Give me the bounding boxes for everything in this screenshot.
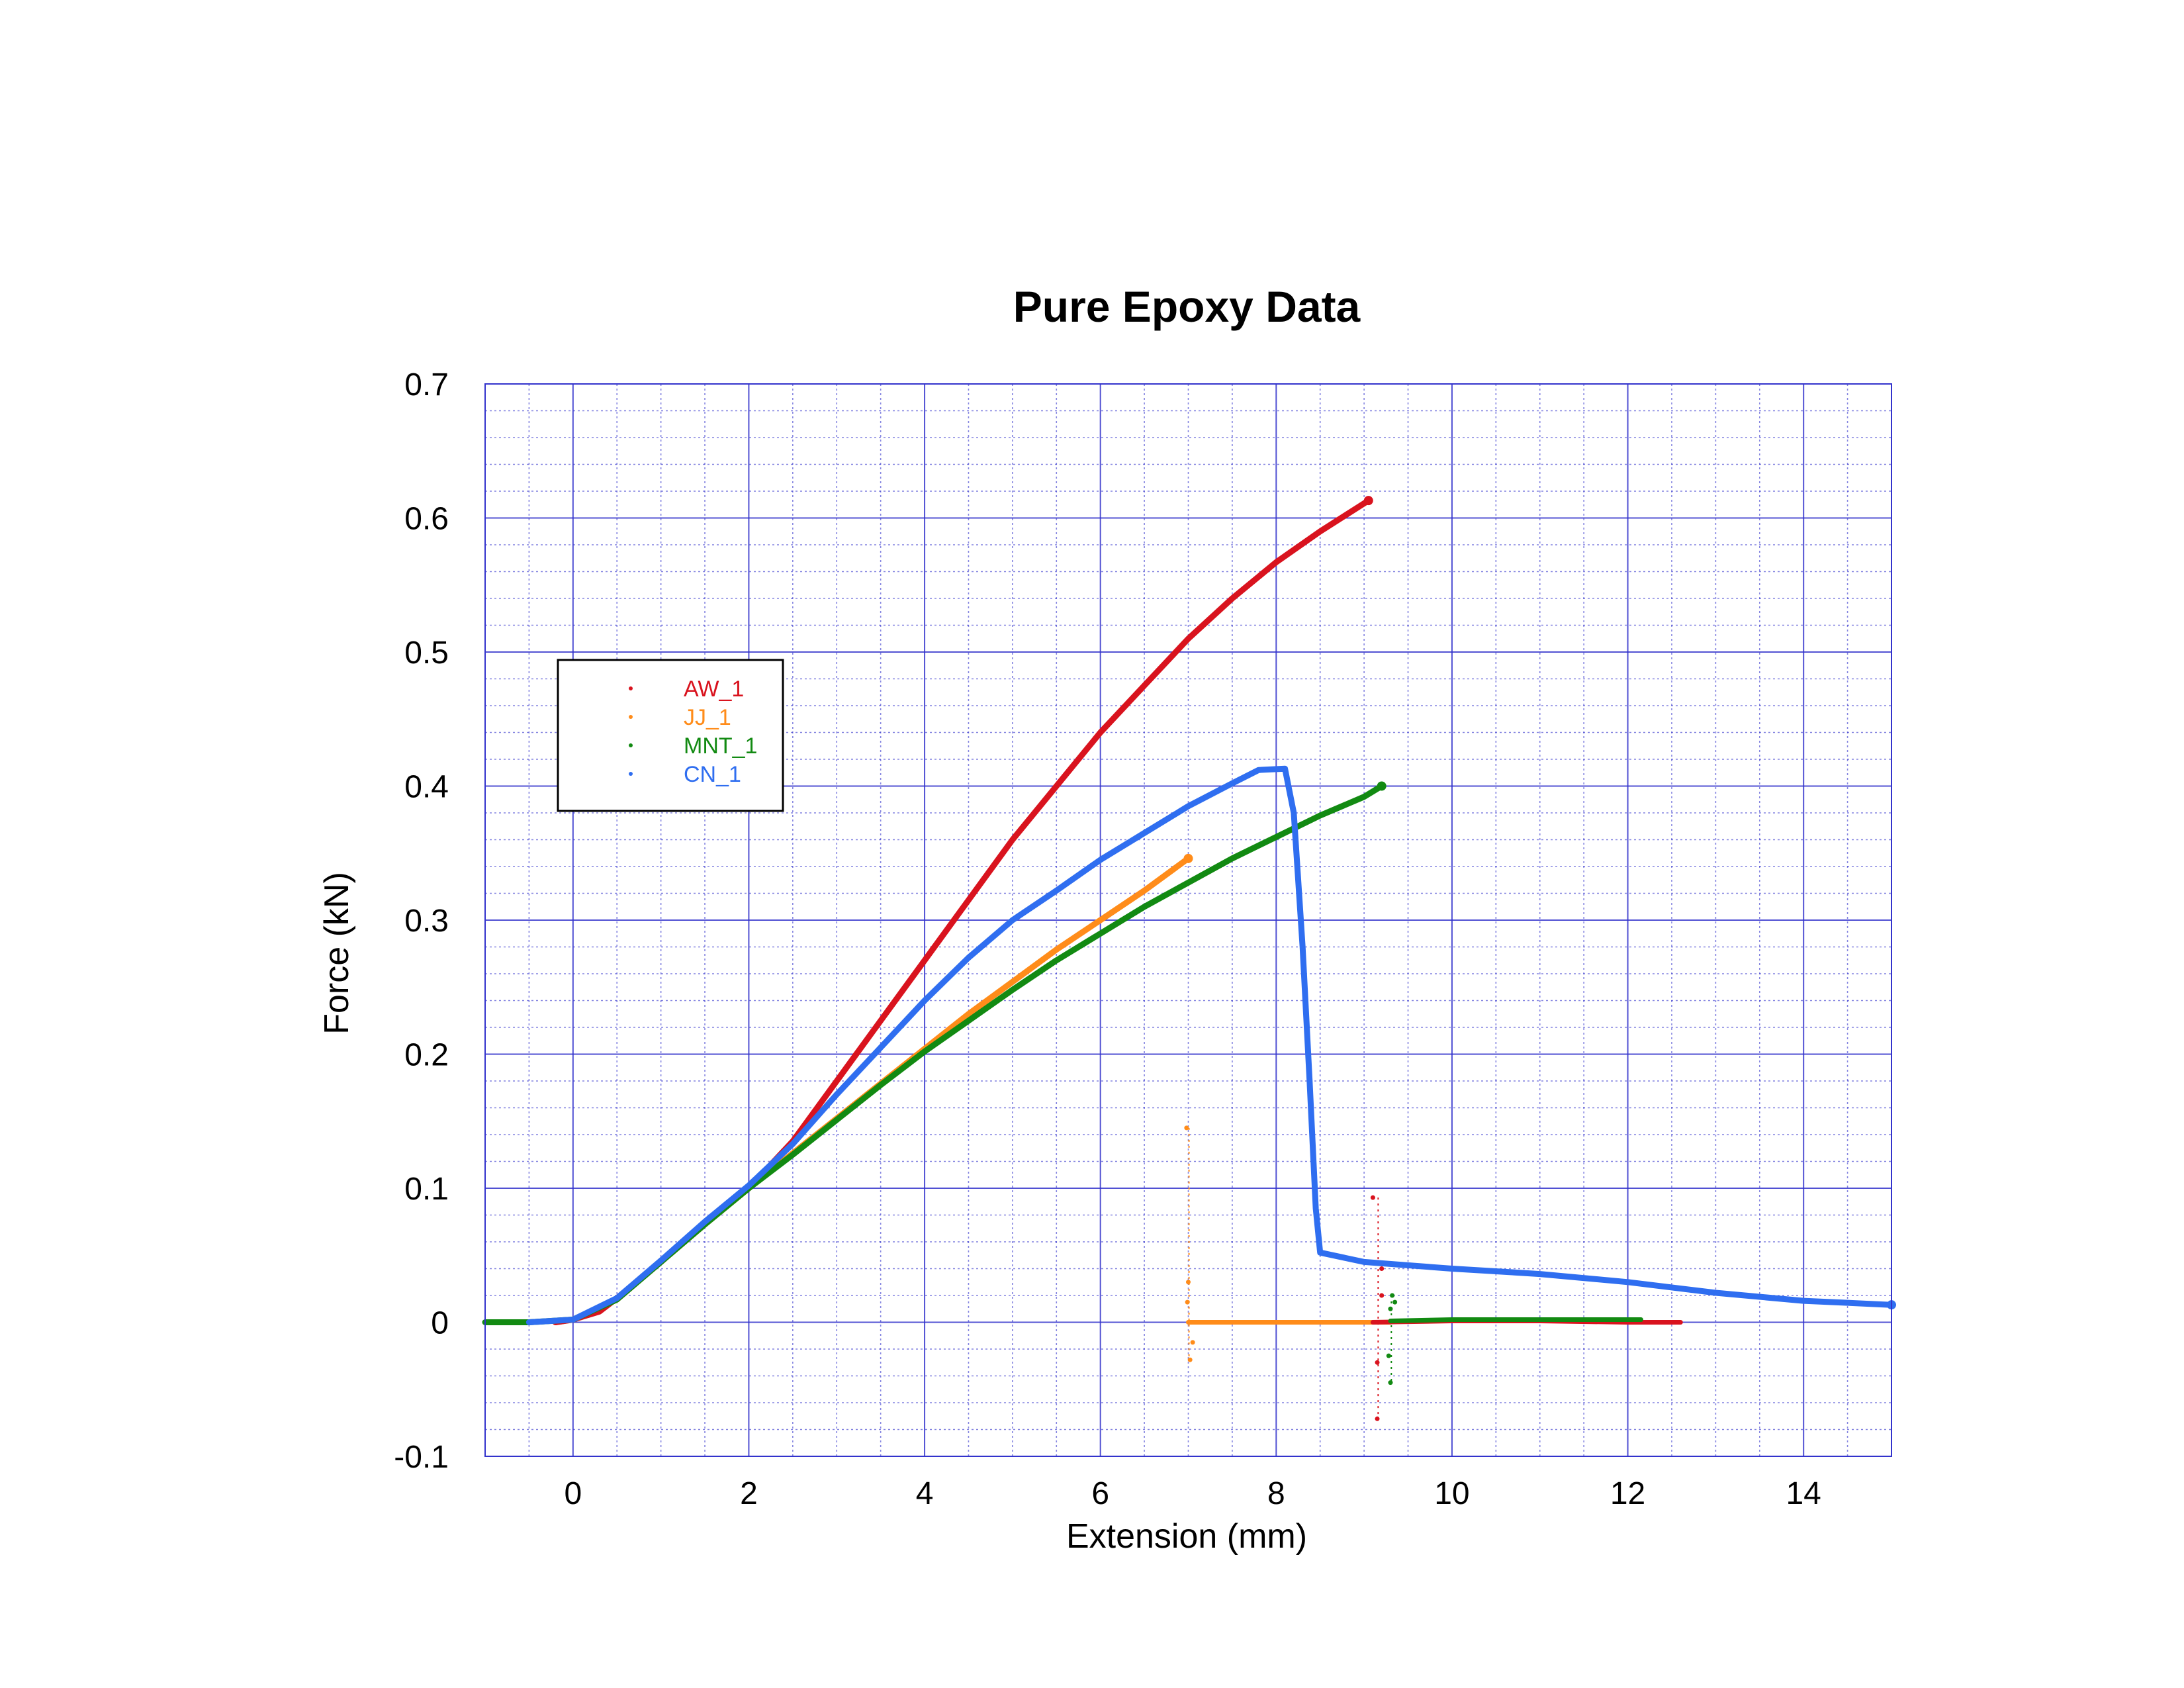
- x-tick-label: 0: [564, 1476, 582, 1511]
- plot-series: [482, 496, 1896, 1421]
- y-tick-label: 0.3: [404, 904, 449, 939]
- y-tick-label: 0.4: [404, 770, 449, 805]
- chart-title: Pure Epoxy Data: [1013, 282, 1361, 331]
- scatter-point: [1186, 1280, 1191, 1285]
- legend: AW_1 JJ_1 MNT_1 CN_1: [557, 659, 784, 812]
- x-tick-label: 12: [1610, 1476, 1645, 1511]
- scatter-point: [1386, 1353, 1391, 1358]
- scatter-point: [1375, 1416, 1380, 1421]
- y-tick-label: 0: [431, 1306, 449, 1341]
- y-tick-label: 0.7: [404, 367, 449, 402]
- legend-label: JJ_1: [684, 705, 731, 730]
- y-axis-label: Force (kN): [318, 872, 356, 1035]
- series-endpoint: [1377, 781, 1387, 791]
- series-line-cn_1: [525, 765, 1895, 1325]
- x-tick-label: 10: [1434, 1476, 1469, 1511]
- legend-label: CN_1: [684, 762, 741, 787]
- plot-frame: [484, 383, 1892, 1457]
- legend-marker: [629, 715, 633, 719]
- scatter-point: [1390, 1293, 1395, 1298]
- legend-label: MNT_1: [684, 733, 757, 759]
- y-tick-label: -0.1: [394, 1440, 449, 1475]
- scatter-point: [1190, 1340, 1195, 1345]
- legend-box: [557, 659, 784, 812]
- x-tick-label: 2: [740, 1476, 758, 1511]
- scatter-point: [1392, 1299, 1398, 1305]
- series-tail-mnt_1: [1388, 1317, 1643, 1323]
- x-tick-label: 4: [916, 1476, 934, 1511]
- x-axis-ticks: 0 2 4 6 8 10 12 14: [564, 1476, 1821, 1511]
- y-tick-label: 0.2: [404, 1038, 449, 1073]
- series-endpoint: [1183, 853, 1193, 863]
- scatter-point: [1379, 1293, 1385, 1298]
- y-tick-label: 0.6: [404, 502, 449, 537]
- scatter-point: [1379, 1266, 1385, 1271]
- scatter-point: [1184, 1125, 1189, 1131]
- legend-marker: [629, 743, 633, 747]
- y-axis-ticks: -0.1 0 0.1 0.2 0.3 0.4 0.5 0.6 0.7: [394, 367, 449, 1475]
- scatter-point: [1187, 1357, 1193, 1362]
- x-axis-label: Extension (mm): [1066, 1517, 1307, 1556]
- series-endpoint: [1363, 496, 1373, 506]
- y-tick-label: 0.5: [404, 635, 449, 671]
- x-tick-label: 6: [1091, 1476, 1109, 1511]
- scatter-point: [1388, 1380, 1393, 1385]
- scatter-point: [1388, 1306, 1393, 1311]
- y-tick-label: 0.1: [404, 1172, 449, 1207]
- x-tick-label: 8: [1267, 1476, 1285, 1511]
- scatter-point: [1370, 1195, 1375, 1200]
- legend-marker: [629, 686, 633, 690]
- legend-label: AW_1: [684, 677, 744, 702]
- legend-marker: [629, 772, 633, 776]
- x-tick-label: 14: [1786, 1476, 1821, 1511]
- scatter-point: [1375, 1360, 1380, 1365]
